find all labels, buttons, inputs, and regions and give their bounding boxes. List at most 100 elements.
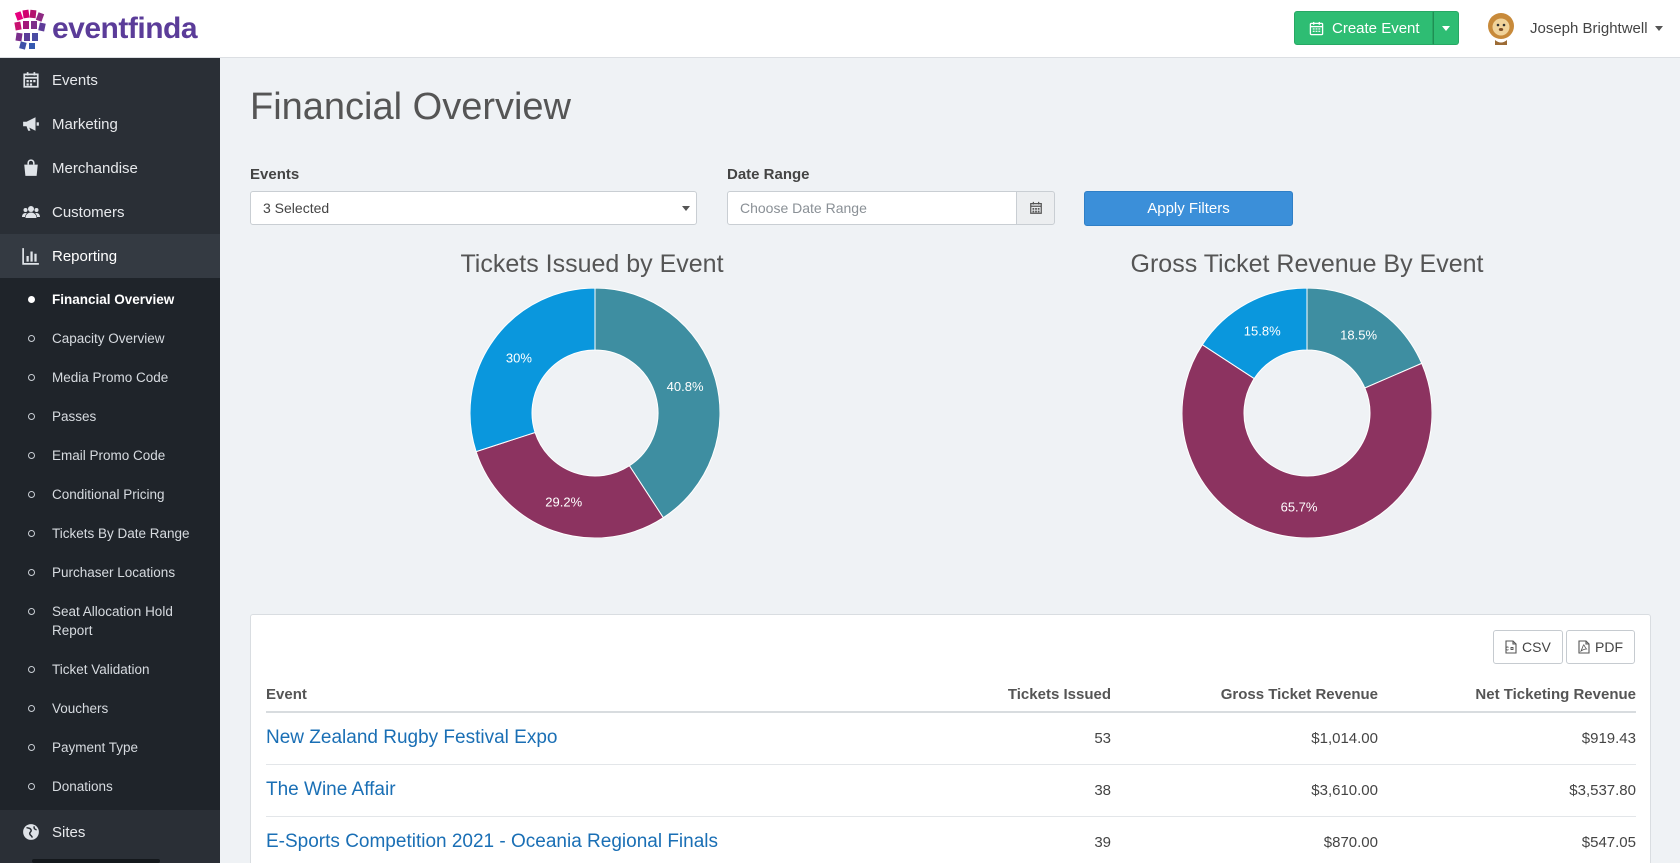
sidebar-subitem-payment-type[interactable]: Payment Type: [0, 728, 220, 767]
sidebar-item-label: Reporting: [52, 247, 118, 265]
sidebar-subitem-label: Media Promo Code: [52, 370, 169, 385]
events-select-value: 3 Selected: [263, 200, 330, 216]
export-pdf-label: PDF: [1595, 639, 1623, 655]
events-select[interactable]: 3 Selected: [250, 191, 697, 225]
create-event-button[interactable]: Create Event: [1294, 11, 1433, 45]
gross-revenue-cell: $870.00: [1111, 816, 1378, 863]
revenue-donut-chart: 18.5% 65.7% 15.8%: [1182, 288, 1432, 538]
sidebar-subitem-email-promo-code[interactable]: Email Promo Code: [0, 436, 220, 475]
sidebar-subitem-ticket-validation[interactable]: Ticket Validation: [0, 650, 220, 689]
chart-title-tickets: Tickets Issued by Event: [460, 250, 724, 278]
sidebar-item-label: Events: [52, 71, 98, 89]
date-range-input[interactable]: [727, 191, 1017, 225]
sidebar-item-sites[interactable]: Sites: [0, 810, 220, 854]
bullet-icon: [28, 744, 35, 751]
sidebar-subitem-financial-overview[interactable]: Financial Overview: [0, 280, 220, 319]
create-event-dropdown-toggle[interactable]: [1432, 11, 1459, 45]
gross-revenue-cell: $1,014.00: [1111, 712, 1378, 765]
table-row: New Zealand Rugby Festival Expo 53 $1,01…: [266, 712, 1636, 765]
create-event-label: Create Event: [1332, 19, 1420, 37]
sidebar-subitem-label: Donations: [52, 779, 113, 794]
bullet-icon: [28, 783, 35, 790]
chevron-down-icon: [1441, 25, 1450, 31]
column-header-event[interactable]: Event: [266, 678, 1006, 713]
user-menu[interactable]: Joseph Brightwell: [1484, 10, 1663, 46]
slice-label: 30%: [506, 351, 532, 366]
sidebar-subitem-conditional-pricing[interactable]: Conditional Pricing: [0, 475, 220, 514]
slice-label: 15.8%: [1244, 323, 1281, 338]
date-picker-button[interactable]: [1016, 191, 1055, 225]
bullet-icon: [28, 608, 35, 615]
calendar-icon: [23, 72, 39, 88]
sidebar-subitem-donations[interactable]: Donations: [0, 767, 220, 806]
bullet-icon: [28, 569, 35, 576]
bullet-icon: [28, 491, 35, 498]
users-icon: [22, 206, 40, 218]
tickets-cell: 39: [1006, 816, 1111, 863]
sidebar-item-merchandise[interactable]: Merchandise: [0, 146, 220, 190]
event-cell: E-Sports Competition 2021 - Oceania Regi…: [266, 816, 1006, 863]
table-header-row: Event Tickets Issued Gross Ticket Revenu…: [266, 678, 1636, 713]
net-revenue-cell: $919.43: [1378, 712, 1636, 765]
column-header-tickets-issued[interactable]: Tickets Issued: [1006, 678, 1111, 713]
sidebar-scrollbar[interactable]: [32, 859, 160, 863]
slice-label: 65.7%: [1281, 500, 1318, 515]
brand-name: eventfinda: [52, 12, 198, 45]
sidebar-item-label: Marketing: [52, 115, 118, 133]
column-header-net-revenue[interactable]: Net Ticketing Revenue: [1378, 678, 1636, 713]
sidebar-subitem-purchaser-locations[interactable]: Purchaser Locations: [0, 553, 220, 592]
sidebar-item-customers[interactable]: Customers: [0, 190, 220, 234]
donut-slice[interactable]: [475, 431, 664, 538]
file-pdf-icon: [1578, 640, 1590, 654]
bullhorn-icon: [23, 117, 39, 131]
events-filter-label: Events: [250, 166, 300, 183]
sidebar-subitem-media-promo-code[interactable]: Media Promo Code: [0, 358, 220, 397]
sidebar-item-events[interactable]: Events: [0, 58, 220, 102]
lion-avatar-icon: [1488, 13, 1514, 45]
event-cell: New Zealand Rugby Festival Expo: [266, 712, 1006, 765]
sidebar-item-reporting[interactable]: Reporting: [0, 234, 220, 278]
bullet-icon: [28, 666, 35, 673]
net-revenue-cell: $547.05: [1378, 816, 1636, 863]
sidebar-subitem-vouchers[interactable]: Vouchers: [0, 689, 220, 728]
tickets-cell: 38: [1006, 764, 1111, 817]
main-content: Financial Overview Events 3 Selected Dat…: [220, 58, 1680, 863]
tickets-donut-chart: 40.8% 29.2% 30%: [470, 288, 720, 538]
donut-slice[interactable]: [594, 288, 720, 519]
eventfinda-logo[interactable]: eventfinda: [14, 8, 198, 50]
event-link[interactable]: The Wine Affair: [266, 779, 396, 800]
sidebar-item-marketing[interactable]: Marketing: [0, 102, 220, 146]
date-range-label: Date Range: [727, 166, 810, 183]
calendar-icon: [1309, 21, 1324, 35]
donut-slice[interactable]: [470, 288, 596, 453]
reporting-submenu: Financial Overview Capacity Overview Med…: [0, 278, 220, 810]
table-row: E-Sports Competition 2021 - Oceania Regi…: [266, 816, 1636, 863]
event-link[interactable]: E-Sports Competition 2021 - Oceania Regi…: [266, 831, 719, 852]
apply-filters-button[interactable]: Apply Filters: [1084, 191, 1293, 226]
bullet-icon: [28, 452, 35, 459]
sidebar-subitem-seat-allocation-hold-report[interactable]: Seat Allocation Hold Report: [0, 592, 220, 650]
sidebar-subitem-label: Passes: [52, 409, 97, 424]
export-pdf-button[interactable]: PDF: [1566, 630, 1635, 664]
sidebar-subitem-tickets-by-date-range[interactable]: Tickets By Date Range: [0, 514, 220, 553]
sidebar-item-label: Merchandise: [52, 159, 138, 177]
tickets-cell: 53: [1006, 712, 1111, 765]
bar-chart-icon: [22, 248, 39, 265]
chevron-down-icon: [682, 206, 690, 211]
sidebar-subitem-label: Email Promo Code: [52, 448, 166, 463]
column-header-gross-revenue[interactable]: Gross Ticket Revenue: [1111, 678, 1378, 713]
export-csv-button[interactable]: CSV: [1493, 630, 1563, 664]
globe-icon: [23, 824, 39, 840]
sidebar-subitem-capacity-overview[interactable]: Capacity Overview: [0, 319, 220, 358]
chevron-down-icon: [1654, 25, 1663, 31]
donut-slice[interactable]: [1201, 288, 1308, 380]
slice-label: 40.8%: [667, 379, 704, 394]
bullet-icon: [28, 413, 35, 420]
bullet-icon: [28, 335, 35, 342]
chart-title-revenue: Gross Ticket Revenue By Event: [1130, 250, 1484, 278]
user-name: Joseph Brightwell: [1530, 19, 1648, 37]
sidebar-subitem-passes[interactable]: Passes: [0, 397, 220, 436]
event-link[interactable]: New Zealand Rugby Festival Expo: [266, 727, 558, 749]
donut-slice[interactable]: [1182, 344, 1432, 538]
sidebar: Events Marketing Merchandise Customers: [0, 58, 220, 863]
